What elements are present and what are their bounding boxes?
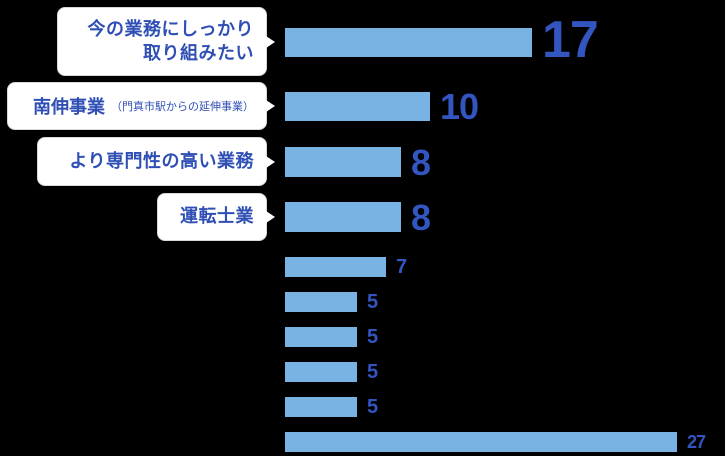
value-label-3: 8: [411, 142, 431, 183]
value-label-10: 27: [687, 432, 706, 452]
label-main: より専門性の高い業務: [69, 150, 254, 172]
value-label-9: 5: [367, 396, 378, 418]
label-bubble-specialized-work: より専門性の高い業務: [37, 137, 275, 186]
bar-2: [285, 92, 430, 121]
bar-8: [285, 362, 357, 382]
bar-4: [285, 202, 401, 232]
label-main: 南伸事業: [33, 97, 105, 118]
label-bubble-nanshin-project: 南伸事業 （門真市駅からの延伸事業）: [7, 82, 275, 130]
label-line-1: 今の業務にしっかり: [87, 18, 254, 40]
bar-6: [285, 292, 357, 312]
label-bubble-current-work: 今の業務にしっかり 取り組みたい: [57, 7, 275, 76]
bar-5: [285, 257, 386, 277]
value-label-4: 8: [411, 197, 431, 238]
label-bubble-train-driver: 運転士業: [157, 193, 275, 241]
label-line-2: 取り組みたい: [143, 42, 254, 64]
value-label-8: 5: [367, 361, 378, 383]
label-sub: （門真市駅からの延伸事業）: [111, 100, 254, 113]
value-label-1: 17: [542, 11, 599, 69]
label-main: 運転士業: [180, 206, 254, 227]
value-label-7: 5: [367, 326, 378, 348]
value-label-2: 10: [440, 86, 479, 127]
bar-10: [285, 432, 677, 452]
bar-1: [285, 28, 532, 57]
bar-3: [285, 147, 401, 177]
value-label-6: 5: [367, 291, 378, 313]
value-label-5: 7: [396, 256, 407, 278]
bar-7: [285, 327, 357, 347]
bar-9: [285, 397, 357, 417]
